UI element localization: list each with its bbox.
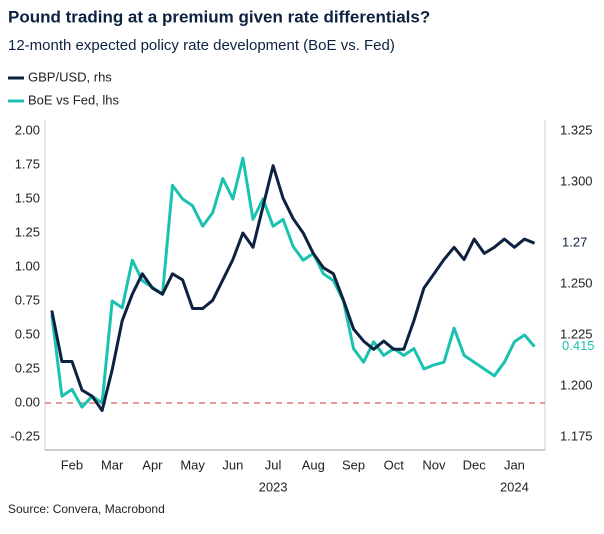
y-tick-label: 0.50 [15,326,40,341]
y-tick-label: 1.75 [15,156,40,171]
x-group-label: 2023 [259,479,288,494]
x-tick-label: Mar [101,457,124,472]
legend-label: BoE vs Fed, lhs [28,92,120,107]
end-label-bg [553,338,603,355]
x-tick-label: Jul [265,457,282,472]
y-tick-label: 0.25 [15,360,40,375]
y-tick-label: 0.75 [15,292,40,307]
series-line [50,156,536,409]
y2-tick-label: 1.225 [560,326,593,341]
y2-tick-label: 1.250 [560,275,593,290]
x-tick-label: Sep [342,457,365,472]
x-tick-label: Jun [222,457,243,472]
x-tick-label: Dec [463,457,487,472]
y-tick-label: -0.25 [10,428,40,443]
end-label-bg [553,235,603,252]
y2-tick-label: 1.175 [560,428,593,443]
end-value-label: 0.415 [562,338,595,353]
y-tick-label: 1.25 [15,224,40,239]
end-value-label: 1.27 [562,235,587,250]
x-group-label: 2024 [500,479,529,494]
y-tick-label: 0.00 [15,394,40,409]
y2-tick-label: 1.300 [560,173,593,188]
source-note: Source: Convera, Macrobond [8,502,165,516]
legend-label: GBP/USD, rhs [28,69,112,84]
series-line [50,164,536,412]
chart-title: Pound trading at a premium given rate di… [8,7,430,26]
y-tick-label: 1.50 [15,190,40,205]
y-tick-label: 1.00 [15,258,40,273]
y2-tick-label: 1.200 [560,377,593,392]
y-tick-label: 2.00 [15,122,40,137]
x-tick-label: Apr [142,457,163,472]
x-tick-label: Jan [504,457,525,472]
x-tick-label: Aug [302,457,325,472]
x-tick-label: Nov [422,457,446,472]
chart-subtitle: 12-month expected policy rate developmen… [8,37,395,54]
y2-tick-label: 1.325 [560,122,593,137]
x-tick-label: May [180,457,205,472]
x-tick-label: Oct [384,457,405,472]
x-tick-label: Feb [61,457,83,472]
